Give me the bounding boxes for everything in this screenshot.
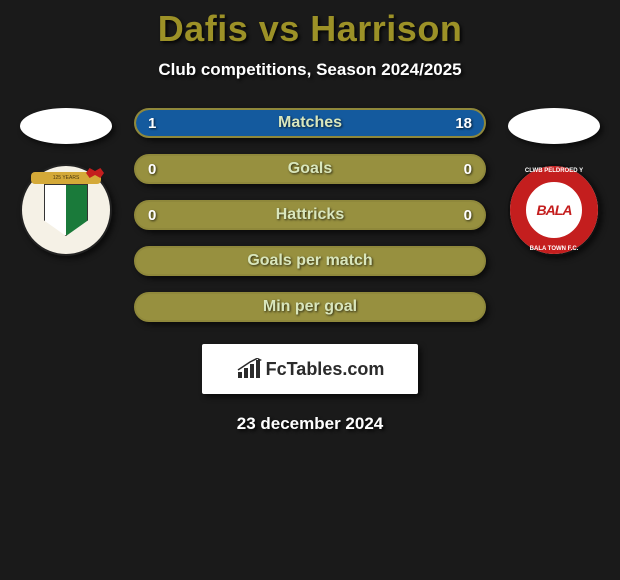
stat-bar: 00Goals [134, 154, 486, 184]
main-row: 125 YEARS 118Matches 00Goals 00Hattricks Go… [0, 108, 620, 322]
stat-label: Goals [136, 160, 484, 178]
left-side: 125 YEARS [16, 108, 116, 256]
chart-icon [236, 358, 262, 380]
right-flag-icon [508, 108, 600, 144]
stat-label: Goals per match [136, 252, 484, 270]
watermark: FcTables.com [202, 344, 418, 394]
shield-icon [44, 184, 88, 236]
stat-label: Matches [136, 114, 484, 132]
page-title: Dafis vs Harrison [0, 8, 620, 50]
watermark-text: FcTables.com [266, 359, 385, 380]
stat-bar: 118Matches [134, 108, 486, 138]
ring-text-bot: BALA TOWN F.C. [510, 246, 598, 252]
root: Dafis vs Harrison Club competitions, Sea… [0, 0, 620, 434]
left-club-logo: 125 YEARS [20, 164, 112, 256]
stat-bar: Goals per match [134, 246, 486, 276]
stats-column: 118Matches 00Goals 00Hattricks Goals per ma… [134, 108, 486, 322]
stat-label: Hattricks [136, 206, 484, 224]
stat-label: Min per goal [136, 298, 484, 316]
right-club-center: BALA [529, 185, 579, 235]
stat-bar: 00Hattricks [134, 200, 486, 230]
right-side: CLWB PELDROED Y BALA TOWN F.C. BALA [504, 108, 604, 256]
left-flag-icon [20, 108, 112, 144]
right-club-logo: CLWB PELDROED Y BALA TOWN F.C. BALA [508, 164, 600, 256]
stat-bar: Min per goal [134, 292, 486, 322]
date-text: 23 december 2024 [0, 414, 620, 434]
subtitle-text: Club competitions, Season 2024/2025 [0, 60, 620, 80]
ring-text-top: CLWB PELDROED Y [510, 168, 598, 174]
